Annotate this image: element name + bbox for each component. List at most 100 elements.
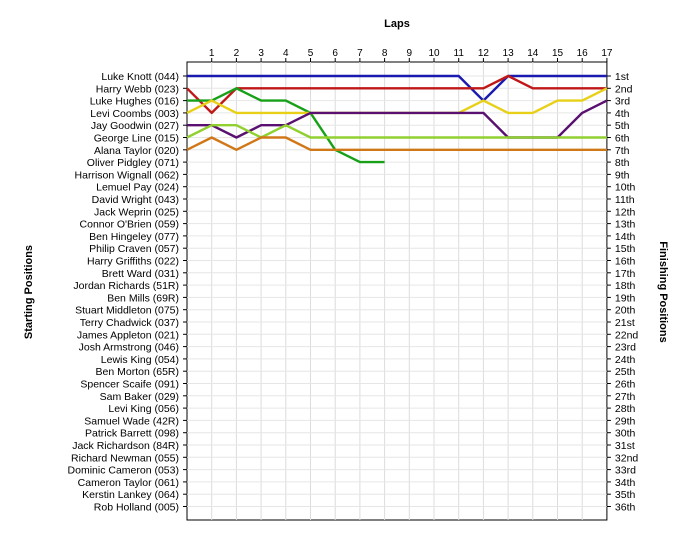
finishing-position-label: 1st [615,71,629,83]
finishing-position-label: 34th [615,477,636,489]
starting-position-label: Terry Chadwick (037) [80,317,179,329]
finishing-position-label: 9th [615,169,630,181]
finishing-position-label: 31st [615,440,635,452]
starting-position-label: Levi Coombs (003) [90,108,179,120]
plot-border [186,61,608,521]
finishing-position-label: 32nd [615,452,639,464]
x-tick-label: 2 [234,48,240,59]
starting-position-label: Ben Mills (69R) [107,292,179,304]
x-tick-label: 1 [209,48,215,59]
y-axis-label-left: Starting Positions [23,245,35,339]
x-tick-label: 17 [601,48,613,59]
finishing-position-label: 13th [615,219,636,231]
starting-position-label: Luke Knott (044) [101,71,179,83]
x-tick-label: 14 [527,48,539,59]
series-line [186,74,607,115]
finishing-position-label: 24th [615,354,636,366]
starting-position-label: Oliver Pidgley (071) [87,157,179,169]
x-tick-label: 9 [407,48,413,59]
x-tick-label: 4 [283,48,289,59]
finishing-position-label: 3rd [615,96,630,108]
finishing-position-label: 33rd [615,465,636,477]
finishing-position-label: 28th [615,403,636,415]
series-line [187,87,385,164]
starting-labels: Luke Knott (044)Harry Webb (023)Luke Hug… [68,71,187,514]
finishing-position-label: 15th [615,243,636,255]
starting-position-label: James Appleton (021) [77,329,179,341]
x-tick-label: 7 [357,48,363,59]
series-line [186,123,607,139]
finishing-position-label: 7th [615,145,630,157]
finishing-position-label: 23rd [615,342,636,354]
starting-position-label: Harry Webb (023) [96,83,179,95]
finishing-position-label: 14th [615,231,636,243]
starting-position-label: Rob Holland (005) [94,502,179,514]
starting-position-label: Cameron Taylor (061) [78,477,179,489]
starting-position-label: Jack Weprin (025) [94,206,179,218]
starting-position-label: Jay Goodwin (027) [91,120,179,132]
starting-position-label: Philip Craven (057) [89,243,179,255]
finishing-position-label: 36th [615,502,636,514]
finishing-position-label: 12th [615,206,636,218]
finishing-position-label: 19th [615,292,636,304]
x-tick-label: 5 [308,48,314,59]
starting-position-label: Dominic Cameron (053) [68,465,179,477]
starting-position-label: Jordan Richards (51R) [73,280,179,292]
x-tick-label: 15 [552,48,564,59]
x-tick-label: 13 [503,48,515,59]
starting-position-label: Patrick Barrett (098) [85,428,179,440]
x-tick-label: 16 [577,48,589,59]
starting-position-label: Richard Newman (055) [71,452,179,464]
starting-position-label: Alana Taylor (020) [94,145,179,157]
finishing-position-label: 27th [615,391,636,403]
finishing-position-label: 29th [615,415,636,427]
finishing-position-label: 22nd [615,329,639,341]
finishing-position-label: 6th [615,133,630,145]
x-tick-label: 8 [382,48,388,59]
starting-position-label: Harrison Wignall (062) [75,169,179,181]
finishing-position-label: 10th [615,182,636,194]
starting-position-label: Kerstin Lankey (064) [82,489,179,501]
starting-position-label: Lemuel Pay (024) [96,182,179,194]
starting-position-label: Jack Richardson (84R) [72,440,179,452]
finishing-position-label: 5th [615,120,630,132]
series-line [187,74,607,102]
starting-position-label: Josh Armstrong (046) [79,342,179,354]
finishing-position-label: 30th [615,428,636,440]
starting-position-label: Connor O'Brien (059) [80,219,179,231]
starting-position-label: Levi King (056) [108,403,179,415]
finishing-position-label: 25th [615,366,636,378]
chart-title: Laps [384,18,410,30]
starting-position-label: Lewis King (054) [101,354,179,366]
starting-position-label: Harry Griffiths (022) [87,256,179,268]
finishing-position-label: 21st [615,317,635,329]
finishing-position-label: 8th [615,157,630,169]
x-ticks: 1 2 3 4 5 6 7 8 9 10 11 12 13 14 15 16 17 [209,48,613,62]
finishing-position-label: 16th [615,256,636,268]
finishing-position-label: 20th [615,305,636,317]
starting-position-label: Samuel Wade (42R) [84,415,179,427]
finishing-position-label: 35th [615,489,636,501]
starting-position-label: Ben Morton (65R) [96,366,179,378]
starting-position-label: Brett Ward (031) [102,268,179,280]
starting-position-label: David Wright (043) [92,194,179,206]
finishing-position-label: 17th [615,268,636,280]
finishing-position-label: 4th [615,108,630,120]
x-tick-label: 3 [258,48,264,59]
finishing-position-label: 2nd [615,83,633,95]
finishing-labels: 1st2nd3rd4th5th6th7th8th9th10th11th12th1… [606,71,639,514]
finishing-position-label: 11th [615,194,635,206]
starting-position-label: Spencer Scaife (091) [80,379,179,391]
x-tick-label: 6 [332,48,338,59]
series-line [186,136,607,152]
x-tick-label: 12 [478,48,490,59]
finishing-position-label: 18th [615,280,636,292]
series-lines [186,74,608,164]
starting-position-label: Ben Hingeley (077) [89,231,179,243]
starting-position-label: George Line (015) [94,133,179,145]
starting-position-label: Stuart Middleton (075) [75,305,179,317]
x-tick-label: 10 [428,48,440,59]
starting-position-label: Luke Hughes (016) [90,96,179,108]
finishing-position-label: 26th [615,379,636,391]
